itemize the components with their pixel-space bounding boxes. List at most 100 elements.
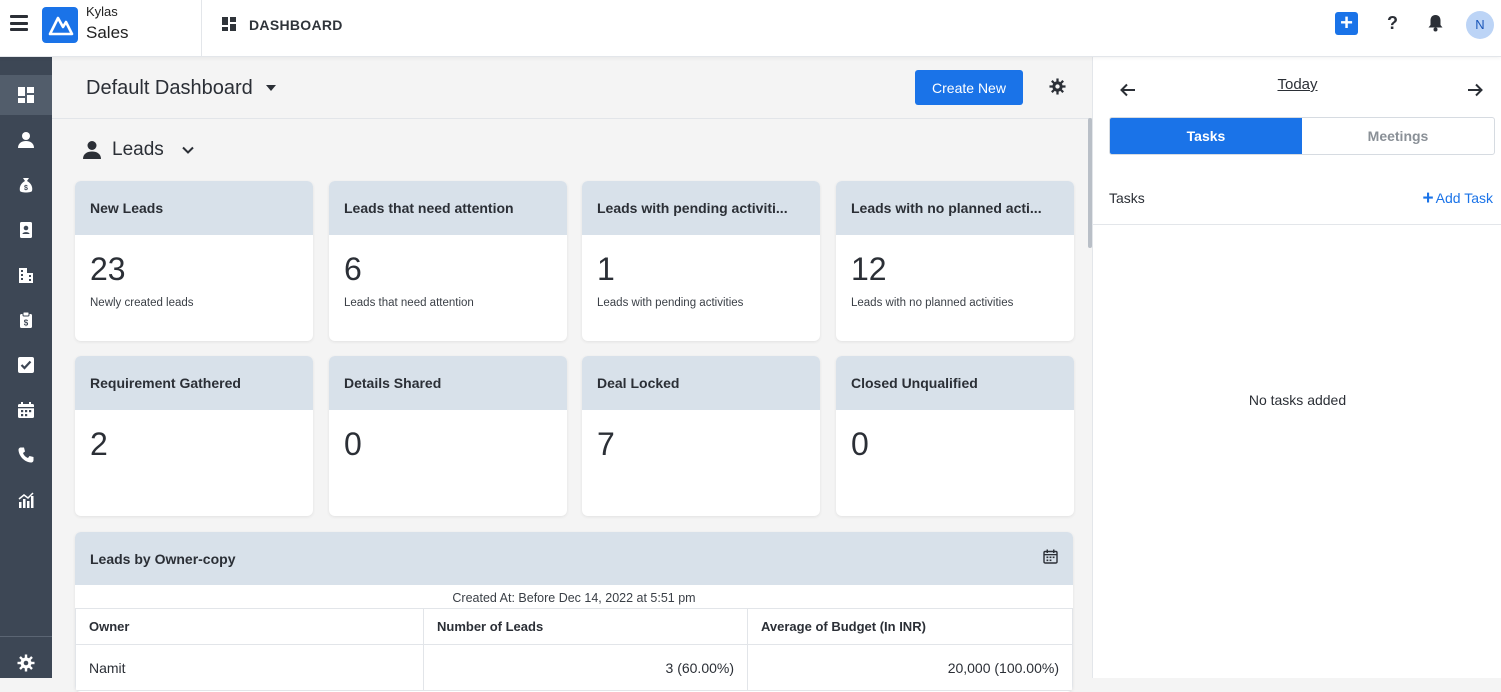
contact-card-icon: [20, 222, 32, 238]
calendar-icon[interactable]: [1043, 549, 1058, 564]
divider: [1093, 224, 1501, 225]
panel-tabs: Tasks Meetings: [1109, 117, 1495, 155]
sidebar-item-tasks[interactable]: [0, 345, 52, 385]
card-title: Leads that need attention: [329, 181, 567, 235]
dashboard-grid-icon: [222, 17, 236, 31]
report-header: Leads by Owner-copy: [75, 532, 1073, 585]
average-budget-cell: 20,000 (100.00%): [747, 644, 1073, 691]
tasks-section-label: Tasks: [1109, 190, 1145, 206]
sidebar-item-calls[interactable]: [0, 435, 52, 475]
chevron-down-icon[interactable]: [181, 143, 195, 157]
sidebar: $ $: [0, 57, 52, 678]
checkbox-icon: [18, 357, 34, 373]
metric-card[interactable]: Leads with pending activiti... 1 Leads w…: [582, 181, 820, 341]
report-card: Leads by Owner-copy Created At: Before D…: [75, 532, 1073, 692]
report-chart-icon: [18, 492, 34, 508]
dashboard-settings-gear-icon[interactable]: [1049, 78, 1066, 95]
sidebar-item-deals[interactable]: $: [0, 165, 52, 205]
card-value: 12: [851, 251, 887, 287]
metric-card[interactable]: New Leads 23 Newly created leads: [75, 181, 313, 341]
card-subtitle: Leads with no planned activities: [851, 297, 1014, 309]
notification-bell-icon[interactable]: [1427, 14, 1444, 32]
phone-icon: [18, 447, 34, 463]
arrow-left-icon[interactable]: [1120, 83, 1136, 97]
sidebar-item-quotes[interactable]: $: [0, 300, 52, 340]
dashboard-selector[interactable]: Default Dashboard: [86, 77, 253, 99]
person-icon: [18, 132, 34, 148]
sidebar-item-companies[interactable]: [0, 255, 52, 295]
arrow-right-icon[interactable]: [1467, 83, 1483, 97]
main-scrollbar[interactable]: [1088, 118, 1092, 248]
card-subtitle: Newly created leads: [90, 297, 194, 309]
card-value: 0: [851, 426, 869, 462]
metric-card[interactable]: Closed Unqualified 0: [836, 356, 1074, 516]
metric-card[interactable]: Deal Locked 7: [582, 356, 820, 516]
kylas-logo-icon[interactable]: [42, 7, 78, 43]
column-header-owner[interactable]: Owner: [75, 608, 424, 645]
help-icon[interactable]: ?: [1387, 13, 1398, 33]
column-header-number-of-leads[interactable]: Number of Leads: [423, 608, 748, 645]
building-icon: [19, 268, 33, 283]
dashboard-icon: [18, 87, 34, 103]
card-title: Leads with pending activiti...: [582, 181, 820, 235]
brand-name-small: Kylas: [86, 4, 118, 19]
date-label[interactable]: Today: [1277, 76, 1318, 93]
card-subtitle: Leads that need attention: [344, 297, 474, 309]
plus-icon: +: [1422, 188, 1434, 209]
card-title: Requirement Gathered: [75, 356, 313, 410]
card-value: 7: [597, 426, 615, 462]
person-icon: [83, 141, 101, 159]
card-title: Details Shared: [329, 356, 567, 410]
card-value: 23: [90, 251, 126, 287]
add-task-button[interactable]: + Add Task: [1423, 188, 1493, 210]
divider: [201, 0, 202, 57]
card-title: Leads with no planned acti...: [836, 181, 1074, 235]
report-filter-text: Created At: Before Dec 14, 2022 at 5:51 …: [452, 591, 696, 605]
card-value: 1: [597, 251, 615, 287]
svg-text:$: $: [24, 185, 28, 192]
section-title: Leads: [112, 139, 164, 160]
sidebar-divider: [0, 636, 52, 637]
quick-add-icon[interactable]: +: [1335, 12, 1358, 35]
card-value: 6: [344, 251, 362, 287]
sidebar-item-dashboard[interactable]: [0, 75, 52, 115]
sidebar-item-reports[interactable]: [0, 480, 52, 520]
top-bar: Kylas Sales DASHBOARD + ? N: [0, 0, 1501, 57]
metric-card[interactable]: Leads that need attention 6 Leads that n…: [329, 181, 567, 341]
caret-down-icon[interactable]: [266, 85, 276, 91]
tasks-panel: Today Tasks Meetings Tasks + Add Task No …: [1092, 57, 1501, 678]
page-title: DASHBOARD: [249, 17, 343, 33]
hamburger-menu-icon[interactable]: [10, 15, 28, 31]
metric-card[interactable]: Details Shared 0: [329, 356, 567, 516]
sidebar-item-meetings[interactable]: [0, 390, 52, 430]
add-task-label: Add Task: [1435, 190, 1493, 206]
table-row: Namit 3 (60.00%) 20,000 (100.00%): [75, 644, 1073, 691]
report-table: Owner Number of Leads Average of Budget …: [75, 608, 1073, 691]
card-title: New Leads: [75, 181, 313, 235]
gear-icon: [17, 654, 35, 672]
tab-meetings[interactable]: Meetings: [1367, 128, 1429, 144]
table-header-row: Owner Number of Leads Average of Budget …: [75, 608, 1073, 645]
column-header-average-budget[interactable]: Average of Budget (In INR): [747, 608, 1073, 645]
sidebar-item-contacts[interactable]: [0, 210, 52, 250]
calendar-icon: [18, 402, 34, 418]
svg-text:$: $: [24, 319, 29, 328]
card-value: 2: [90, 426, 108, 462]
tab-tasks[interactable]: Tasks: [1110, 118, 1302, 154]
card-title: Closed Unqualified: [836, 356, 1074, 410]
report-title: Leads by Owner-copy: [90, 551, 236, 567]
user-avatar[interactable]: N: [1466, 11, 1494, 39]
sidebar-item-settings[interactable]: [0, 643, 52, 683]
metric-card[interactable]: Leads with no planned acti... 12 Leads w…: [836, 181, 1074, 341]
empty-state-text: No tasks added: [1248, 392, 1347, 408]
sidebar-item-leads[interactable]: [0, 120, 52, 160]
number-of-leads-cell[interactable]: 3 (60.00%): [423, 644, 748, 691]
card-value: 0: [344, 426, 362, 462]
dashboard-main: Default Dashboard Create New Leads New L…: [52, 57, 1092, 692]
metric-card[interactable]: Requirement Gathered 2: [75, 356, 313, 516]
card-subtitle: Leads with pending activities: [597, 297, 744, 309]
create-new-button[interactable]: Create New: [915, 70, 1023, 105]
money-bag-icon: $: [19, 178, 33, 193]
owner-cell: Namit: [75, 644, 424, 691]
dashboard-header: Default Dashboard Create New: [52, 57, 1092, 119]
